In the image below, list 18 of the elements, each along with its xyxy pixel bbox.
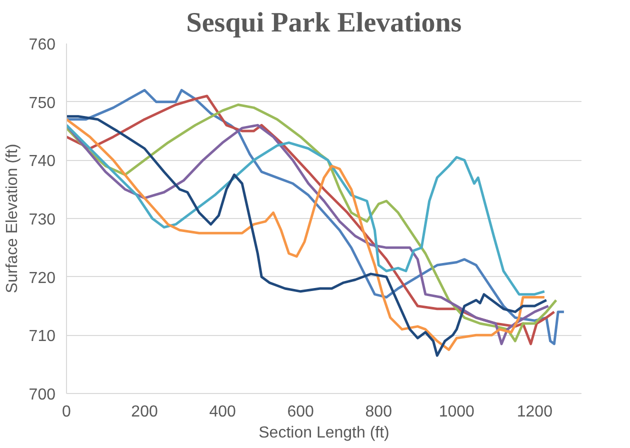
- y-tick-label: 700: [28, 386, 56, 404]
- x-tick-label: 400: [209, 404, 236, 420]
- line-series: [66, 124, 546, 296]
- y-axis-title: Surface Elevation (ft): [4, 144, 21, 294]
- x-tick-label: 800: [365, 404, 392, 420]
- y-tick-label: 760: [28, 36, 56, 54]
- y-tick-label: 710: [28, 328, 56, 346]
- chart-title: Sesqui Park Elevations: [186, 8, 462, 38]
- y-tick-label: 740: [28, 153, 56, 170]
- x-tick-label: 0: [62, 404, 72, 420]
- y-tick-label: 750: [28, 94, 56, 112]
- x-tick-label: 1000: [438, 404, 475, 420]
- x-tick-label: 200: [131, 404, 158, 420]
- x-axis-title: Section Length (ft): [258, 424, 390, 442]
- x-tick-label: 600: [287, 404, 314, 420]
- x-tick-label: 1200: [516, 404, 553, 420]
- y-tick-label: 730: [28, 212, 56, 228]
- y-tick-label: 720: [28, 270, 56, 287]
